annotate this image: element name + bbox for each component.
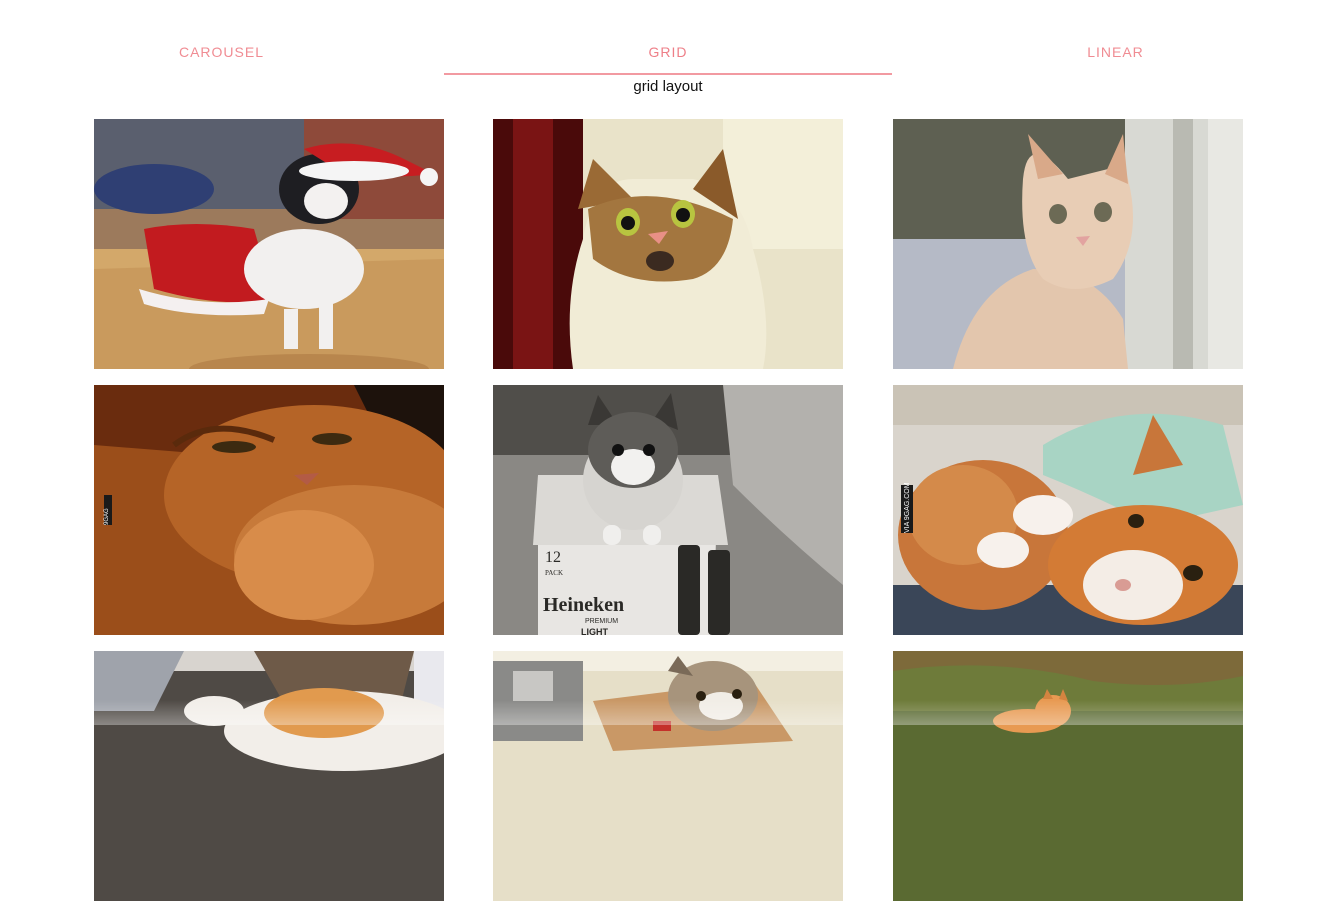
box-text-pack: PACK	[545, 569, 563, 577]
cats-cuddling-photo[interactable]: VIA 9GAG.COM	[893, 385, 1243, 635]
photo-cat-in-box	[493, 651, 843, 901]
photo-cat-santa	[94, 119, 444, 369]
box-text-brand: Heineken	[543, 594, 624, 616]
box-text-premium: PREMIUM	[585, 618, 618, 625]
photo-kitten-grass	[893, 651, 1243, 901]
layout-subtitle: grid layout	[633, 78, 703, 95]
cat-peeking-door-photo[interactable]	[893, 119, 1243, 369]
photo-cat-surprised	[493, 119, 843, 369]
kitten-heineken-box-photo[interactable]: 12 PACK Heineken PREMIUM LIGHT	[493, 385, 843, 635]
photo-kitten-box: 12 PACK Heineken PREMIUM LIGHT	[493, 385, 843, 635]
tab-grid[interactable]: GRID	[648, 44, 688, 60]
tab-linear[interactable]: LINEAR	[1087, 44, 1144, 60]
tab-carousel[interactable]: CAROUSEL	[178, 44, 265, 60]
cat-in-box-photo[interactable]	[493, 651, 843, 901]
cat-on-bed-photo[interactable]	[94, 651, 444, 901]
cat-orange-closeup-photo[interactable]: 9GAG	[94, 385, 444, 635]
watermark-9gag-left: 9GAG	[104, 508, 110, 525]
photo-cat-peeking	[893, 119, 1243, 369]
cat-santa-costume-photo[interactable]	[94, 119, 444, 369]
cat-surprised-photo[interactable]	[493, 119, 843, 369]
box-text-light: LIGHT	[581, 627, 608, 635]
watermark-9gag-right: VIA 9GAG.COM	[904, 482, 911, 533]
kitten-on-grass-photo[interactable]	[893, 651, 1243, 901]
box-text-12: 12	[545, 549, 561, 566]
photo-cats-cuddling: VIA 9GAG.COM	[893, 385, 1243, 635]
photo-cat-orange: 9GAG	[94, 385, 444, 635]
active-tab-indicator	[444, 73, 892, 75]
tab-bar: CAROUSEL GRID LINEAR	[0, 0, 1339, 76]
photo-cat-bed	[94, 651, 444, 901]
